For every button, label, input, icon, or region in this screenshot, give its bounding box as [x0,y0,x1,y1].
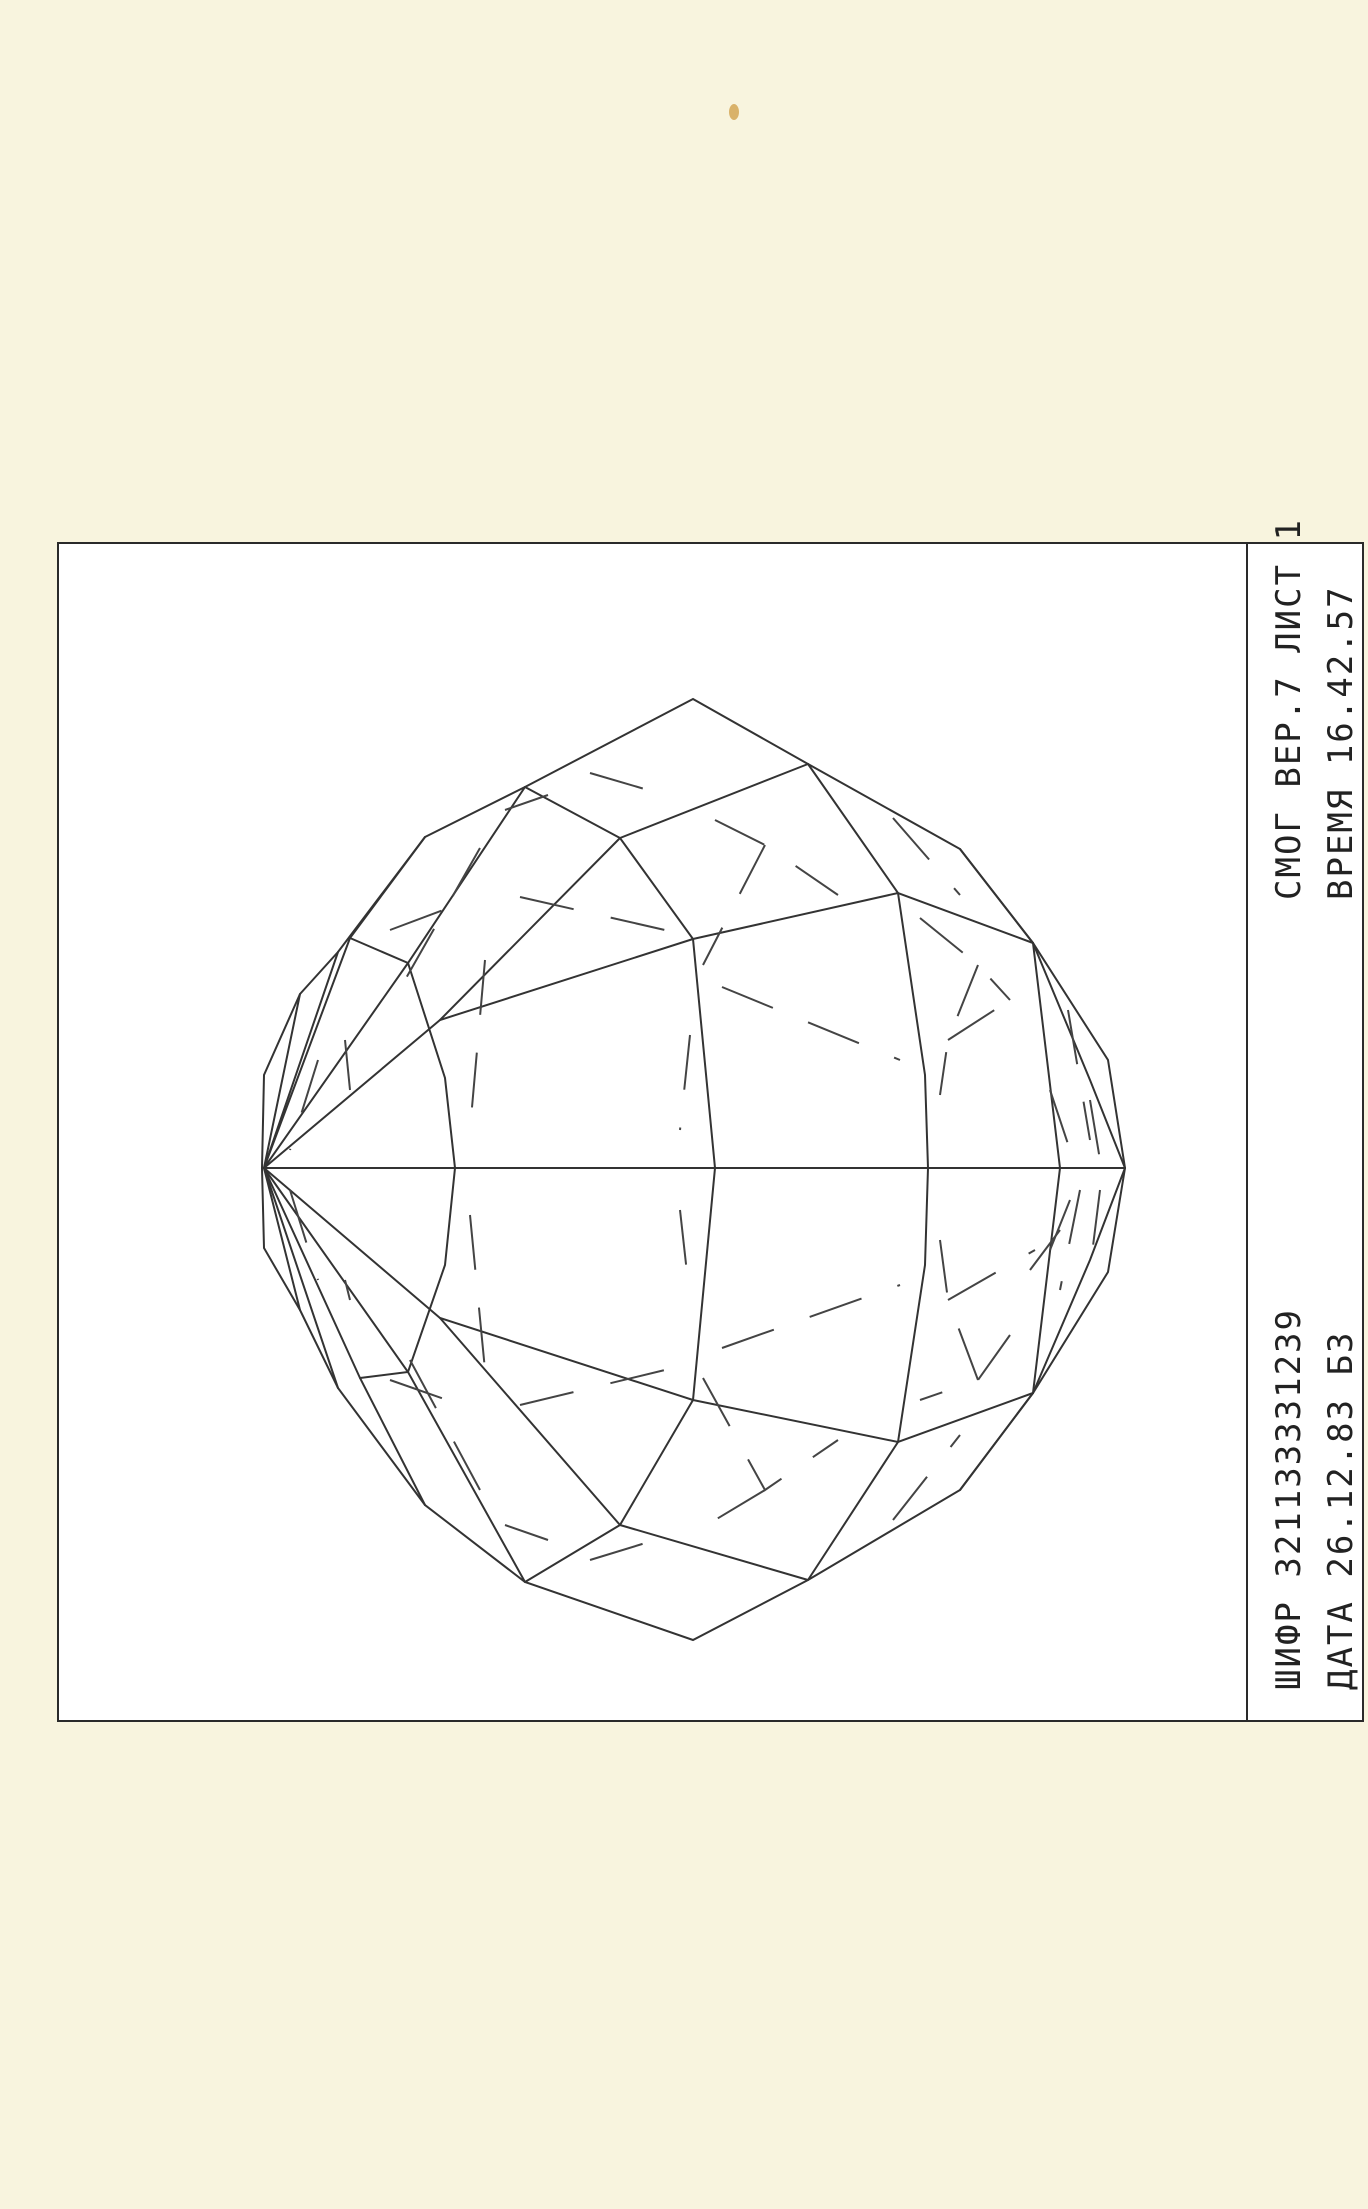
lower-ring-edge [807,1167,929,1581]
upper-ring-edge [959,848,1034,944]
title-line-program: СМОГ ВЕР.7 ЛИСТ 1 [1269,518,1309,900]
lower-ring-edge [959,1392,1034,1491]
upper-ring-edge [619,763,809,839]
hidden-edge [679,1034,691,1131]
hidden-edge [714,1489,766,1521]
upper-ring-edge [439,837,621,1021]
hidden-edge [939,964,979,1096]
hidden-edge [721,986,901,1061]
hidden-edge [289,1059,319,1151]
hidden-edge [947,999,1011,1041]
hidden-edge [589,772,666,796]
hidden-edge [469,959,486,1131]
upper-ring-edge [263,951,339,1169]
hidden-edge [504,794,549,811]
hidden-edge [289,1189,319,1281]
hidden-edge [409,1359,481,1491]
hidden-edge [1049,1089,1071,1151]
upper-ring-edge [349,937,456,1169]
lower-ring-edge [1032,1167,1061,1394]
hidden-edge [1089,1189,1101,1271]
upper-ring-edge [1032,942,1126,1169]
lower-ring-edge [1032,1167,1126,1394]
upper-ring-edge [1032,942,1061,1169]
hidden-edge [1067,1009,1091,1141]
hidden-edge [1089,1099,1101,1161]
upper-ring-edge [263,993,301,1169]
hidden-edge [504,1524,549,1541]
polyhedron-wireframe [260,697,1127,1642]
lower-ring-edge [619,1524,809,1581]
lower-ring-edge [692,1167,716,1401]
hidden-edge [892,817,961,896]
hidden-edge [519,1369,666,1406]
title-line-date: ДАТА 26.12.83 Б3 [1321,1330,1361,1690]
hidden-edge [939,1239,979,1381]
hidden-edge [389,899,471,931]
upper-ring-edge [807,763,929,1169]
hidden-edge [1059,1189,1081,1291]
hidden-edge [589,1536,666,1561]
hidden-edge [947,1249,1036,1301]
hidden-edge [714,819,839,896]
hidden-edge [702,844,766,966]
hidden-edge [519,896,666,931]
hidden-edge [892,1434,961,1521]
hidden-edge [679,1209,691,1301]
hidden-edge [344,1039,351,1091]
lower-ring-edge [439,1317,621,1526]
lower-ring-edge [359,1167,456,1379]
hidden-edge [344,1279,351,1301]
lower-ring-edge [263,1167,301,1311]
hidden-edge [1049,1199,1071,1251]
hidden-edge [389,1379,471,1409]
paper-speck [729,104,739,120]
upper-ring-edge [692,938,716,1169]
hidden-edge [919,1334,1011,1401]
title-line-cipher: ШИФР 321133331239 [1269,1308,1309,1690]
hidden-edge [469,1214,486,1371]
hidden-edge [404,847,481,981]
hidden-edge [721,1284,901,1349]
title-line-time: ВРЕМЯ 16.42.57 [1321,585,1361,900]
drawing-frame [57,542,1364,1722]
hidden-edge [1029,1229,1061,1271]
lower-ring-edge [263,1167,339,1389]
hidden-edge [919,917,1011,1001]
